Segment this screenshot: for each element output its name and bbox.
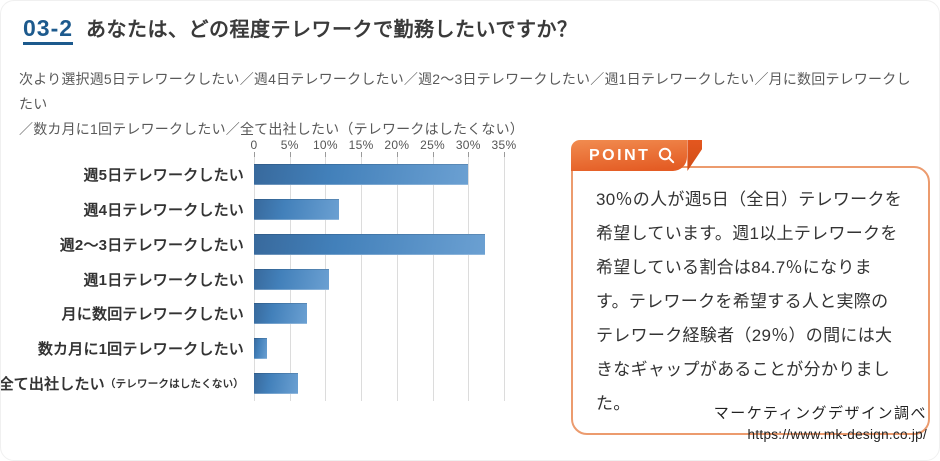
question-number: 03-2 <box>23 15 74 46</box>
bar <box>254 198 339 220</box>
category-label: 全て出社したい （テレワークはしたくない） <box>0 376 244 394</box>
category-label: 数カ月に1回テレワークしたい <box>37 341 244 359</box>
bar <box>254 303 307 325</box>
plot-area <box>254 152 505 401</box>
answer-options-text: 次より選択週5日テレワークしたい／週4日テレワークしたい／週2〜3日テレワークし… <box>19 71 911 137</box>
bar-row <box>254 331 504 366</box>
category-label-note: （テレワークはしたくない） <box>104 378 244 391</box>
x-tick-label: 20% <box>384 138 410 152</box>
bar-row <box>254 227 504 262</box>
bar-row <box>254 296 504 331</box>
page-title: あなたは、どの程度テレワークで勤務したいですか？ <box>86 19 578 41</box>
category-label: 月に数回テレワークしたい <box>61 306 244 324</box>
category-labels: 週5日テレワークしたい 週4日テレワークしたい週2〜3日テレワークしたい週1日テレ… <box>0 157 254 401</box>
bar <box>254 338 267 360</box>
bar-row <box>254 366 504 401</box>
x-tick-label: 25% <box>420 138 446 152</box>
point-ribbon: POINT <box>571 140 703 171</box>
x-tick-label: 0 <box>250 138 258 152</box>
bar <box>254 373 298 395</box>
bar-row <box>254 157 504 192</box>
magnifier-icon <box>659 147 675 164</box>
x-tick-label: 5% <box>280 138 299 152</box>
bar <box>254 233 485 255</box>
gridline <box>468 152 470 401</box>
source-url: https://www.mk-design.co.jp/ <box>747 427 927 442</box>
gridline <box>504 152 505 401</box>
source-attribution: マーケティングデザイン調べ https://www.mk-design.co.j… <box>714 402 927 442</box>
x-tick-label: 30% <box>455 138 481 152</box>
point-callout: 30％の人が週5日（全日）テレワークを 希望しています。週1以上テレワークを 希… <box>571 140 930 435</box>
header: 03-2 あなたは、どの程度テレワークで勤務したいですか？ <box>23 13 578 46</box>
telework-preference-bar-chart: 0 5% 10% 15% 20% 25% 30% 35% 週5日テレワークしたい 週4日テレワー… <box>0 137 517 401</box>
category-label: 週2〜3日テレワークしたい <box>59 236 244 254</box>
x-tick-label: 15% <box>348 138 374 152</box>
gridline <box>432 152 434 401</box>
point-box: 30％の人が週5日（全日）テレワークを 希望しています。週1以上テレワークを 希… <box>571 166 930 435</box>
bar <box>254 163 469 185</box>
point-ribbon-label: POINT <box>589 146 651 164</box>
bars <box>254 157 504 401</box>
gridline <box>361 152 363 401</box>
bar-row <box>254 192 504 227</box>
x-tick-label: 10% <box>312 138 338 152</box>
x-tick-label: 35% <box>491 138 517 152</box>
x-axis-tick-labels: 0 5% 10% 15% 20% 25% 30% 35% <box>250 137 517 157</box>
category-label: 週4日テレワークしたい <box>83 201 244 219</box>
category-label: 週5日テレワークしたい <box>83 166 244 184</box>
source-credit: マーケティングデザイン調べ <box>713 405 927 422</box>
point-text: 30％の人が週5日（全日）テレワークを 希望しています。週1以上テレワークを 希… <box>596 190 903 413</box>
category-label: 週1日テレワークしたい <box>83 271 244 289</box>
bar <box>254 268 329 290</box>
bar-row <box>254 262 504 297</box>
gridline <box>396 152 398 401</box>
